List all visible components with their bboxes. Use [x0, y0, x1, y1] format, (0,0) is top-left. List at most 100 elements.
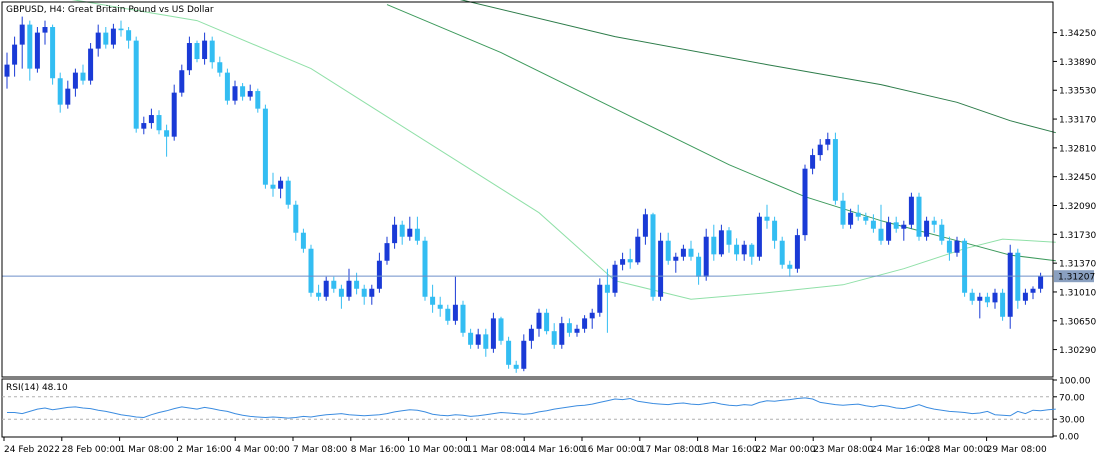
time-tick-label: 23 Mar 08:00	[813, 445, 873, 455]
candle	[764, 204, 770, 229]
candle-body	[604, 284, 610, 293]
time-tick-label: 22 Mar 00:00	[755, 445, 815, 455]
candle-body	[452, 304, 458, 321]
price-tick-label: 1.33530	[1059, 87, 1096, 97]
candle-body	[620, 259, 626, 265]
candle	[369, 284, 375, 305]
candle	[392, 216, 398, 249]
current-price-badge-box	[1054, 270, 1094, 283]
candle-body	[764, 216, 770, 221]
candle-body	[886, 222, 892, 241]
price-pane[interactable]	[2, 0, 1056, 373]
candle-body	[232, 86, 238, 101]
candle-body	[870, 220, 876, 229]
candle	[430, 284, 436, 313]
candle	[870, 214, 876, 233]
candle-body	[536, 312, 542, 329]
candle	[612, 260, 618, 297]
candle-body	[445, 308, 451, 321]
candle-body	[506, 340, 512, 365]
candle	[939, 219, 945, 245]
candle-body	[262, 108, 268, 185]
candle-body	[1000, 292, 1006, 317]
candle	[346, 268, 352, 301]
candle	[293, 200, 299, 241]
rsi-line	[7, 397, 1056, 419]
candle-body	[756, 216, 762, 257]
candle-body	[323, 280, 329, 297]
candle-body	[931, 220, 937, 225]
time-tick-label: 10 Mar 00:00	[409, 445, 469, 455]
candle-body	[680, 248, 686, 257]
candle	[80, 64, 86, 85]
candle-body	[787, 264, 793, 269]
candle-body	[392, 224, 398, 244]
candle-body	[338, 288, 344, 297]
candle	[483, 328, 489, 357]
candle	[893, 216, 899, 233]
candle	[209, 36, 215, 69]
candle-body	[285, 180, 291, 205]
candle-body	[559, 323, 565, 345]
candle	[399, 220, 405, 245]
time-tick-label: 2 Mar 16:00	[177, 445, 232, 455]
candle-body	[582, 318, 588, 329]
candle	[34, 27, 40, 73]
candle	[916, 192, 922, 241]
candle	[57, 72, 63, 113]
rsi-title: RSI(14) 48.10	[6, 383, 68, 393]
candle-body	[992, 292, 998, 303]
candle-body	[399, 224, 405, 237]
candle	[734, 238, 740, 261]
candle-body	[1007, 252, 1013, 317]
candle	[133, 36, 139, 133]
time-tick-label: 28 Feb 00:00	[62, 445, 121, 455]
candle	[308, 244, 314, 297]
candle	[886, 216, 892, 245]
candle-body	[376, 260, 382, 289]
candle	[1015, 248, 1021, 309]
time-axis[interactable]: 24 Feb 2022 28 Feb 00:001 Mar 08:00 2 Mar …	[3, 437, 1047, 455]
time-tick-label: 1 Mar 08:00	[120, 445, 175, 455]
candle-body	[574, 328, 580, 333]
candle-body	[589, 312, 595, 319]
candle-body	[1030, 288, 1036, 293]
rsi-tick-label: 100.00	[1059, 377, 1091, 387]
time-tick-label: 29 Mar 08:00	[987, 445, 1047, 455]
rsi-pane[interactable]	[2, 396, 1056, 420]
candle	[65, 80, 71, 109]
candle	[202, 32, 208, 65]
candle	[278, 176, 284, 199]
price-tick-label: 1.33890	[1059, 58, 1096, 68]
candle	[126, 27, 132, 49]
price-axis[interactable]: 1.34250 1.33890 1.33530 1.33170 1.32810 1.324…	[1053, 29, 1096, 356]
candle	[574, 324, 580, 337]
candle	[468, 328, 474, 349]
price-tick-label: 1.31370	[1059, 260, 1096, 270]
candle	[19, 16, 25, 69]
candle-body	[650, 214, 656, 297]
candle-body	[19, 24, 25, 45]
candle-body	[278, 180, 284, 189]
candle	[316, 284, 322, 301]
candle-body	[635, 236, 641, 263]
candle	[338, 284, 344, 309]
candle-body	[597, 284, 603, 313]
candle	[232, 80, 238, 105]
time-tick-label: 18 Mar 16:00	[698, 445, 758, 455]
candle	[460, 300, 466, 337]
candle-body	[726, 230, 732, 245]
candle-body	[407, 228, 413, 237]
candle	[984, 292, 990, 308]
candle-body	[916, 196, 922, 237]
price-tick-label: 1.34250	[1059, 29, 1096, 39]
time-tick-label: 24 Mar 16:00	[871, 445, 931, 455]
candle-body	[354, 280, 360, 289]
candle	[88, 43, 94, 85]
candle-body	[42, 27, 48, 33]
candle	[506, 336, 512, 369]
candle	[635, 228, 641, 265]
candle	[384, 236, 390, 265]
